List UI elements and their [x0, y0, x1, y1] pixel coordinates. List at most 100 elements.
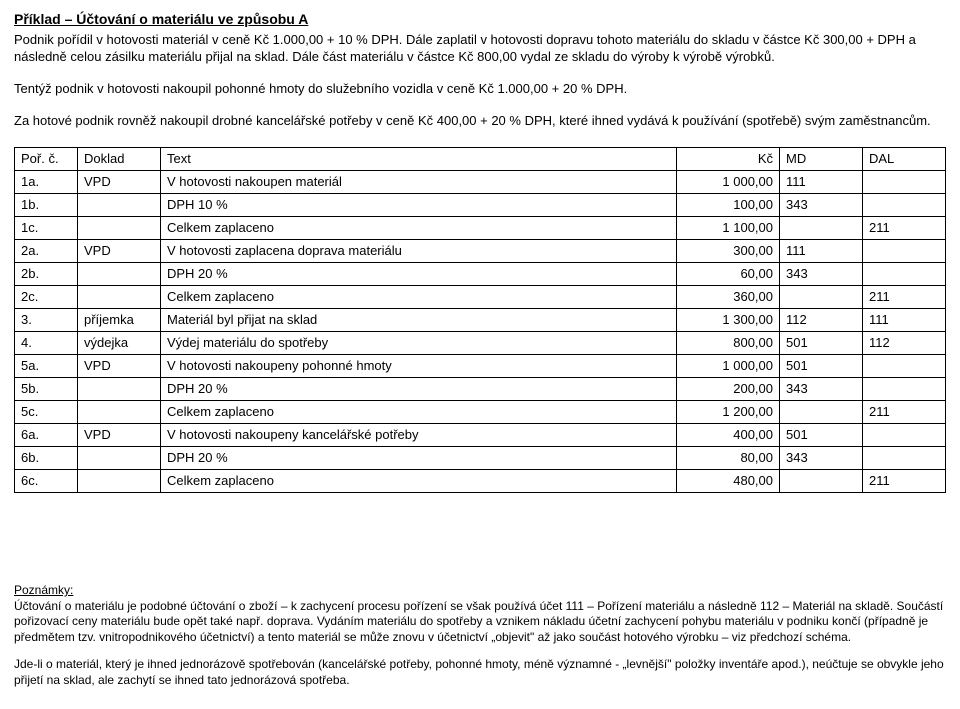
table-cell: DPH 20 %	[161, 447, 677, 470]
table-cell	[863, 240, 946, 263]
table-row: 6b. DPH 20 %80,00343	[15, 447, 946, 470]
table-cell: DPH 20 %	[161, 263, 677, 286]
table-row: 2a.VPDV hotovosti zaplacena doprava mate…	[15, 240, 946, 263]
table-cell	[78, 217, 161, 240]
document-page: Příklad – Účtování o materiálu ve způsob…	[0, 0, 960, 709]
table-cell	[780, 286, 863, 309]
table-row: 6c. Celkem zaplaceno480,00 211	[15, 470, 946, 493]
table-row: 5c. Celkem zaplaceno1 200,00 211	[15, 401, 946, 424]
table-cell: 343	[780, 447, 863, 470]
table-cell: 200,00	[677, 378, 780, 401]
table-cell: VPD	[78, 240, 161, 263]
table-cell: 1 300,00	[677, 309, 780, 332]
table-cell: 211	[863, 401, 946, 424]
table-cell: 501	[780, 424, 863, 447]
notes-paragraph-1: Účtování o materiálu je podobné účtování…	[14, 599, 946, 646]
table-cell: VPD	[78, 355, 161, 378]
table-cell: 343	[780, 378, 863, 401]
notes-label: Poznámky:	[14, 583, 946, 599]
table-cell: 60,00	[677, 263, 780, 286]
table-cell: 6b.	[15, 447, 78, 470]
table-cell	[863, 355, 946, 378]
table-cell: 5a.	[15, 355, 78, 378]
table-cell: 2c.	[15, 286, 78, 309]
col-header-doklad: Doklad	[78, 148, 161, 171]
table-row: 4.výdejkaVýdej materiálu do spotřeby800,…	[15, 332, 946, 355]
table-cell: 5c.	[15, 401, 78, 424]
table-cell: 300,00	[677, 240, 780, 263]
table-cell: 1 100,00	[677, 217, 780, 240]
table-cell: 400,00	[677, 424, 780, 447]
table-cell: VPD	[78, 171, 161, 194]
table-cell: 2b.	[15, 263, 78, 286]
table-cell: 501	[780, 355, 863, 378]
table-cell	[78, 378, 161, 401]
table-cell: V hotovosti zaplacena doprava materiálu	[161, 240, 677, 263]
notes-paragraph-2: Jde-li o materiál, který je ihned jednor…	[14, 657, 946, 688]
col-header-kc: Kč	[677, 148, 780, 171]
table-cell: 343	[780, 194, 863, 217]
table-cell	[780, 217, 863, 240]
table-cell: Výdej materiálu do spotřeby	[161, 332, 677, 355]
table-cell: 1 000,00	[677, 355, 780, 378]
table-cell: příjemka	[78, 309, 161, 332]
table-cell	[78, 401, 161, 424]
table-cell: Celkem zaplaceno	[161, 401, 677, 424]
table-cell: výdejka	[78, 332, 161, 355]
table-row: 5a.VPDV hotovosti nakoupeny pohonné hmot…	[15, 355, 946, 378]
table-cell: 112	[863, 332, 946, 355]
table-row: 1b.DPH 10 %100,00343	[15, 194, 946, 217]
table-cell: 4.	[15, 332, 78, 355]
table-cell: 211	[863, 286, 946, 309]
table-cell	[78, 263, 161, 286]
table-cell: 501	[780, 332, 863, 355]
table-cell: 112	[780, 309, 863, 332]
col-header-dal: DAL	[863, 148, 946, 171]
table-cell: 1a.	[15, 171, 78, 194]
table-cell	[78, 447, 161, 470]
table-cell: Celkem zaplaceno	[161, 286, 677, 309]
table-cell	[78, 194, 161, 217]
table-cell: 211	[863, 470, 946, 493]
table-cell	[863, 171, 946, 194]
table-cell: Celkem zaplaceno	[161, 470, 677, 493]
table-cell: DPH 20 %	[161, 378, 677, 401]
table-cell: Materiál byl přijat na sklad	[161, 309, 677, 332]
table-cell: 800,00	[677, 332, 780, 355]
table-cell: VPD	[78, 424, 161, 447]
paragraph-2: Tentýž podnik v hotovosti nakoupil pohon…	[14, 80, 946, 98]
notes-block: Poznámky: Účtování o materiálu je podobn…	[14, 583, 946, 689]
table-cell: V hotovosti nakoupeny pohonné hmoty	[161, 355, 677, 378]
table-cell: 1c.	[15, 217, 78, 240]
paragraph-3: Za hotové podnik rovněž nakoupil drobné …	[14, 112, 946, 130]
table-cell: 111	[780, 240, 863, 263]
table-cell	[863, 378, 946, 401]
table-cell: 111	[863, 309, 946, 332]
table-cell: 6a.	[15, 424, 78, 447]
table-cell: 211	[863, 217, 946, 240]
table-cell: 100,00	[677, 194, 780, 217]
table-cell: 480,00	[677, 470, 780, 493]
table-cell: 6c.	[15, 470, 78, 493]
table-row: 5b. DPH 20 %200,00343	[15, 378, 946, 401]
table-row: 1c. Celkem zaplaceno1 100,00 211	[15, 217, 946, 240]
table-cell: 5b.	[15, 378, 78, 401]
table-cell: 3.	[15, 309, 78, 332]
table-cell	[780, 470, 863, 493]
table-row: 2b.DPH 20 %60,00343	[15, 263, 946, 286]
table-cell: 2a.	[15, 240, 78, 263]
table-cell	[78, 470, 161, 493]
table-cell	[780, 401, 863, 424]
table-cell: 1 000,00	[677, 171, 780, 194]
table-cell: 80,00	[677, 447, 780, 470]
table-row: 3.příjemkaMateriál byl přijat na sklad1 …	[15, 309, 946, 332]
table-cell	[78, 286, 161, 309]
table-cell	[863, 447, 946, 470]
table-cell: Celkem zaplaceno	[161, 217, 677, 240]
table-cell	[863, 424, 946, 447]
table-cell: V hotovosti nakoupen materiál	[161, 171, 677, 194]
table-cell: 1 200,00	[677, 401, 780, 424]
col-header-por: Poř. č.	[15, 148, 78, 171]
accounting-table: Poř. č. Doklad Text Kč MD DAL 1a.VPDV ho…	[14, 147, 946, 493]
table-cell: 1b.	[15, 194, 78, 217]
